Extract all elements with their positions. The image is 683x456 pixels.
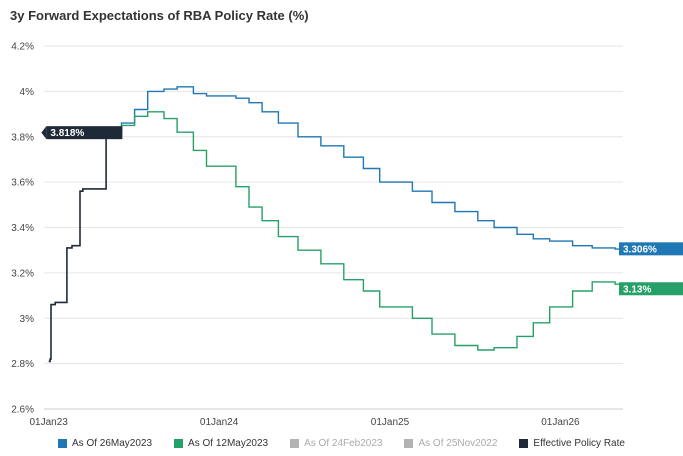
chart-title: 3y Forward Expectations of RBA Policy Ra… [10, 8, 309, 23]
end-label-text: 3.13% [623, 284, 651, 295]
legend-label: As Of 12May2023 [188, 438, 269, 449]
end-label: 3.306% [619, 242, 683, 256]
legend-label: As Of 26May2023 [72, 438, 153, 449]
legend-swatch [174, 439, 184, 448]
y-tick-label: 2.8% [11, 359, 34, 370]
legend-item[interactable]: As Of 26May2023 [58, 438, 152, 449]
end-label-box [46, 126, 123, 140]
end-labels: 3.306% 3.13% 3.818% [41, 126, 683, 296]
y-tick-label: 4.2% [11, 42, 34, 53]
legend-swatch [404, 439, 414, 448]
series-line [109, 111, 624, 351]
legend-swatch [58, 439, 67, 448]
legend-swatch [519, 439, 529, 448]
x-axis-ticks: 01Jan23 01Jan24 01Jan25 01Jan26 [29, 408, 623, 428]
y-axis-ticks: 2.6% 2.8% 3% 3.2% 3.4% 3.6% 3.8% 4% 4.2% [11, 42, 34, 416]
legend-item[interactable]: As Of 12May2023 [174, 438, 268, 449]
y-tick-label: 3.2% [11, 268, 34, 279]
legend-item[interactable]: As Of 25Nov2022 [404, 438, 497, 449]
line-chart: 2.6% 2.8% 3% 3.2% 3.4% 3.6% 3.8% 4% 4.2% 01Jan23… [11, 42, 683, 428]
series-lines [48, 86, 624, 363]
legend: As Of 26May2023 As Of 12May2023 As Of 24Fe… [58, 438, 647, 449]
x-tick-label: 01Jan25 [371, 417, 410, 428]
series-line [116, 86, 624, 250]
series-line [48, 131, 117, 363]
y-tick-label: 3% [20, 314, 35, 325]
y-tick-label: 2.6% [11, 405, 34, 416]
y-tick-label: 3.4% [11, 223, 34, 234]
end-label-text: 3.306% [623, 244, 657, 255]
legend-label: As Of 25Nov2022 [418, 438, 498, 449]
x-tick-label: 01Jan24 [200, 417, 239, 428]
end-label-box [619, 242, 683, 256]
gridlines [44, 45, 623, 410]
legend-label: Effective Policy Rate [533, 438, 625, 449]
y-tick-label: 3.6% [11, 178, 34, 189]
x-tick-label: 01Jan26 [541, 417, 580, 428]
legend-label: As Of 24Feb2023 [304, 438, 383, 449]
end-label: 3.13% [619, 282, 683, 296]
end-label: 3.818% [41, 126, 123, 140]
legend-swatch [290, 439, 300, 448]
y-tick-label: 4% [20, 87, 35, 98]
legend-item[interactable]: Effective Policy Rate [519, 438, 625, 449]
end-label-box [619, 282, 683, 296]
y-tick-label: 3.8% [11, 132, 34, 143]
x-tick-label: 01Jan23 [29, 417, 68, 428]
legend-item[interactable]: As Of 24Feb2023 [290, 438, 382, 449]
end-label-text: 3.818% [50, 128, 84, 139]
